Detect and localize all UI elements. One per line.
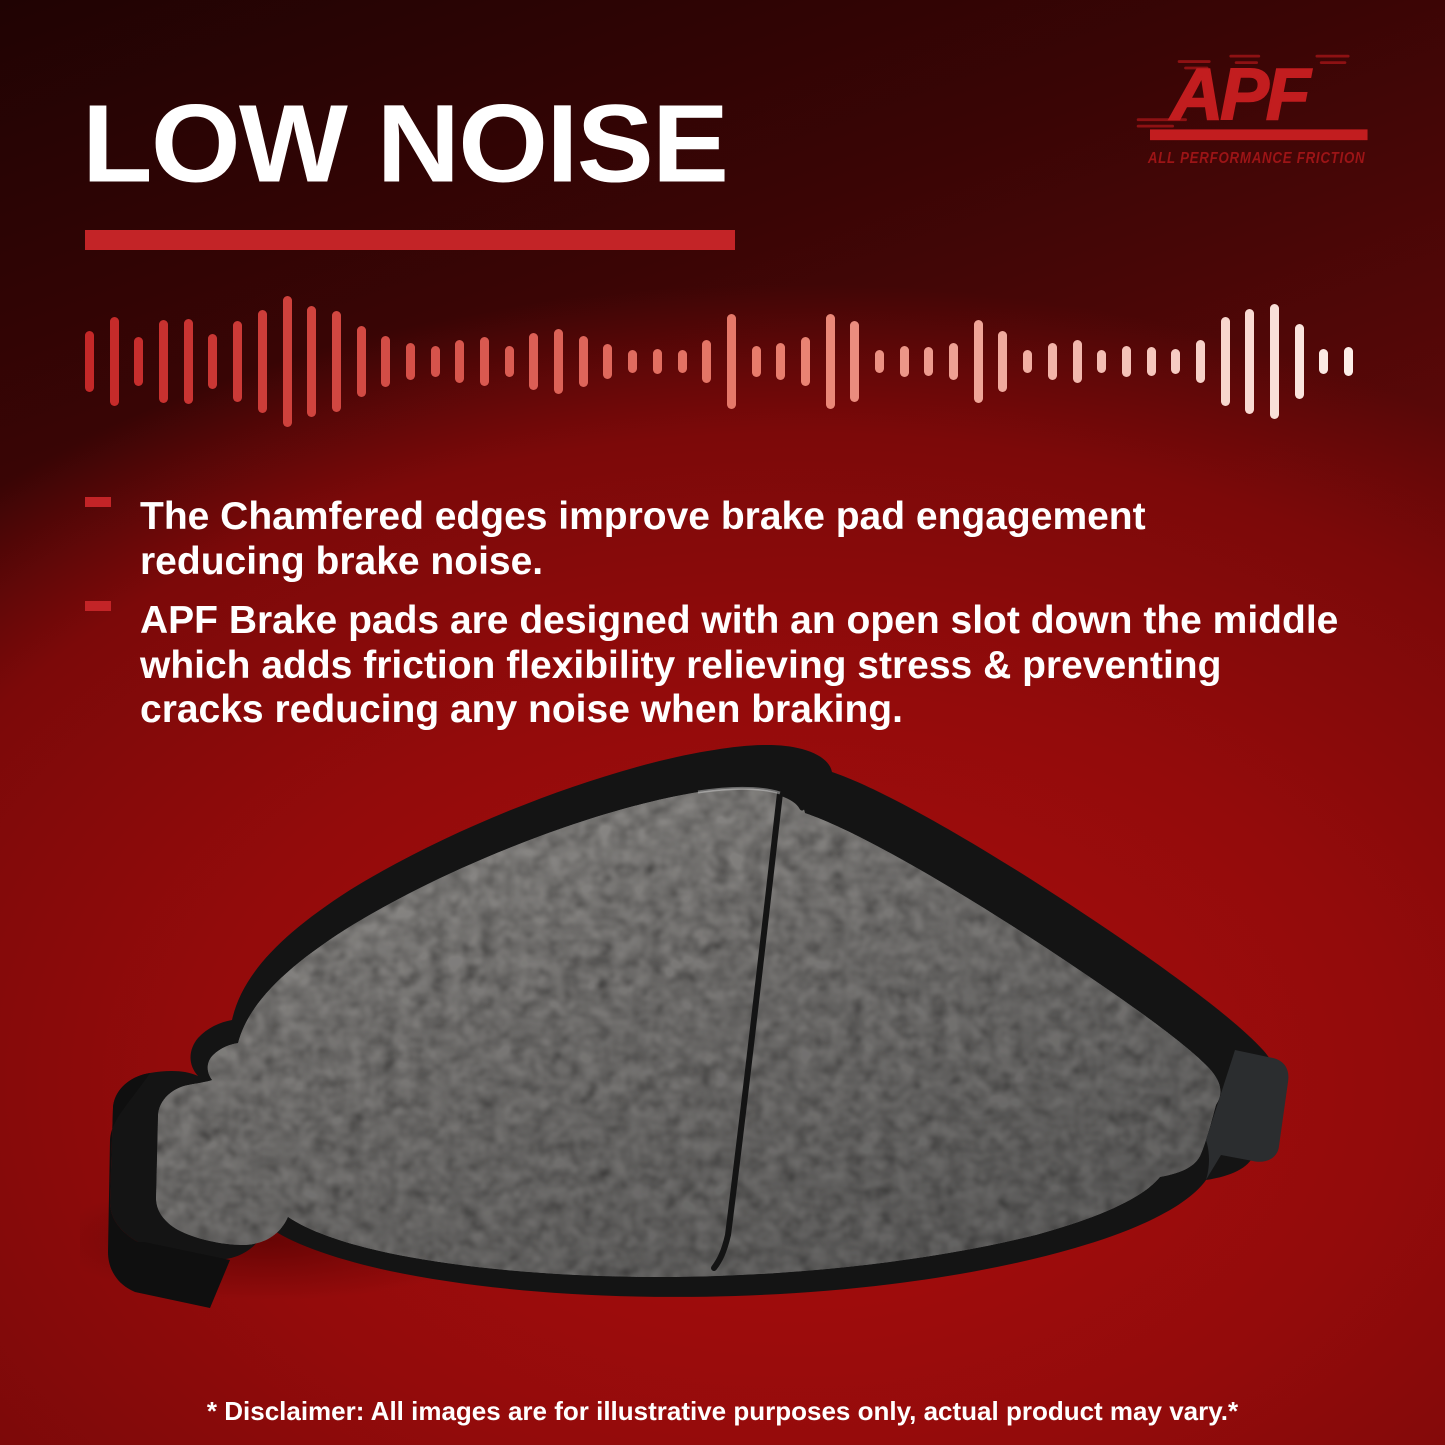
svg-text:APF: APF [1168,54,1312,136]
svg-text:ALL PERFORMANCE FRICTION: ALL PERFORMANCE FRICTION [1147,150,1365,167]
